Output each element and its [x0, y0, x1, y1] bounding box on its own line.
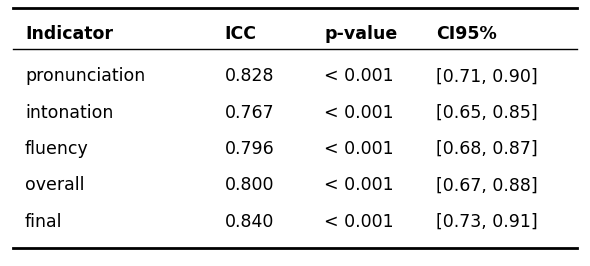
- Text: ICC: ICC: [225, 25, 257, 43]
- Text: < 0.001: < 0.001: [324, 67, 394, 85]
- Text: [0.65, 0.85]: [0.65, 0.85]: [436, 104, 537, 122]
- Text: final: final: [25, 213, 63, 231]
- Text: [0.67, 0.88]: [0.67, 0.88]: [436, 176, 537, 194]
- Text: < 0.001: < 0.001: [324, 176, 394, 194]
- Text: 0.800: 0.800: [225, 176, 274, 194]
- Text: 0.840: 0.840: [225, 213, 274, 231]
- Text: < 0.001: < 0.001: [324, 213, 394, 231]
- Text: CI95%: CI95%: [436, 25, 497, 43]
- Text: overall: overall: [25, 176, 84, 194]
- Text: < 0.001: < 0.001: [324, 140, 394, 158]
- Text: pronunciation: pronunciation: [25, 67, 145, 85]
- Text: [0.68, 0.87]: [0.68, 0.87]: [436, 140, 537, 158]
- Text: 0.796: 0.796: [225, 140, 274, 158]
- Text: 0.828: 0.828: [225, 67, 274, 85]
- Text: fluency: fluency: [25, 140, 88, 158]
- Text: p-value: p-value: [324, 25, 398, 43]
- Text: Indicator: Indicator: [25, 25, 113, 43]
- Text: [0.71, 0.90]: [0.71, 0.90]: [436, 67, 537, 85]
- Text: intonation: intonation: [25, 104, 113, 122]
- Text: < 0.001: < 0.001: [324, 104, 394, 122]
- Text: 0.767: 0.767: [225, 104, 274, 122]
- Text: [0.73, 0.91]: [0.73, 0.91]: [436, 213, 537, 231]
